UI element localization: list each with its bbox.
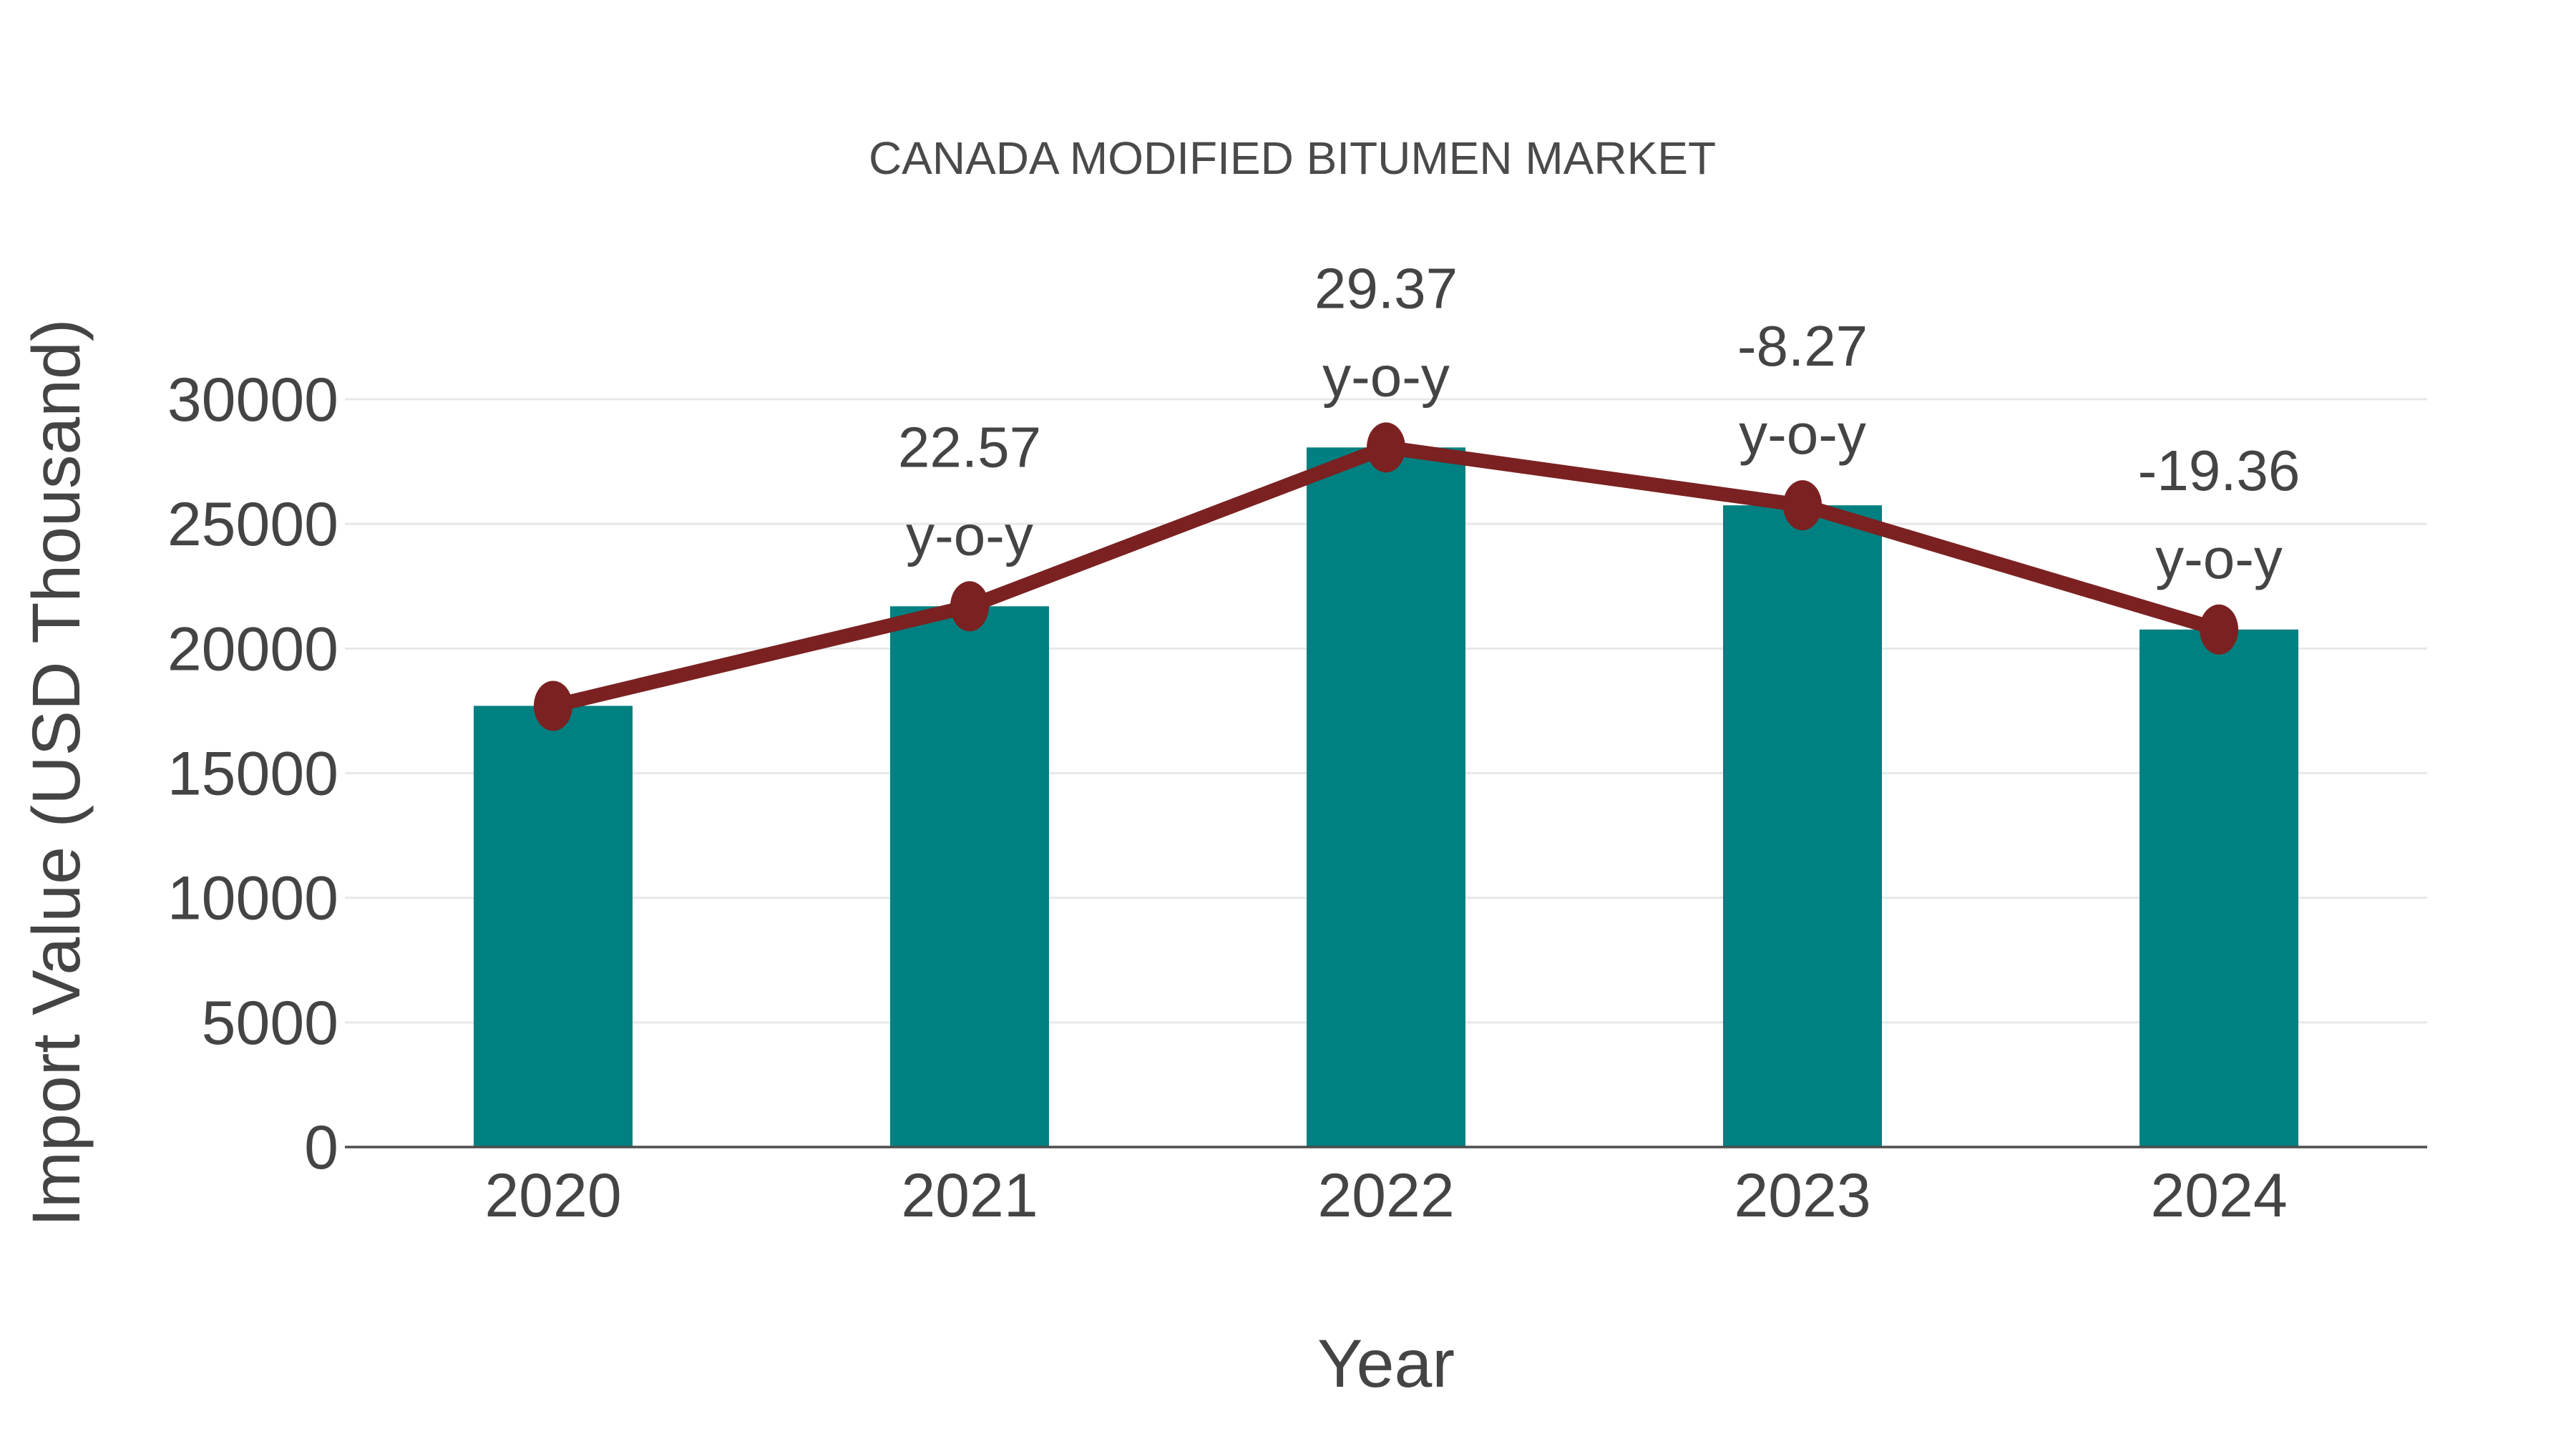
point-label-suffix: y-o-y [1322,344,1450,408]
point-label-value: -8.27 [1737,314,1868,378]
x-tick-label: 2023 [1734,1161,1870,1230]
bar [1723,505,1882,1147]
line-marker [534,680,572,731]
point-label-suffix: y-o-y [906,503,1033,567]
line-marker [2200,604,2238,655]
line-marker [1783,480,1822,531]
y-tick-label: 20000 [167,615,338,683]
y-axis-title: Import Value (USD Thousand) [19,318,94,1226]
point-label-value: 22.57 [898,415,1041,479]
point-labels: 22.57 y-o-y 29.37 y-o-y -8.27 y-o-y -19.36 y-o-… [898,256,2301,590]
y-tick-label: 25000 [167,490,338,559]
bar [1307,447,1465,1147]
x-tick-label: 2021 [901,1161,1038,1230]
bar [2140,629,2298,1147]
y-tick-label: 15000 [167,740,338,809]
x-axis-title: Year [1317,1326,1455,1402]
bar [890,606,1049,1147]
chart-title: CANADA MODIFIED BITUMEN MARKET [869,132,1716,184]
line-marker [950,581,989,632]
bar-series [474,447,2298,1147]
yoy-line-series [534,422,2238,731]
bar [474,706,633,1147]
y-tick-label: 5000 [202,989,338,1058]
point-label-value: -19.36 [2138,439,2301,502]
point-label-suffix: y-o-y [1739,402,1866,466]
x-tick-label: 2020 [484,1161,621,1230]
y-tick-label: 30000 [167,366,338,434]
point-label-suffix: y-o-y [2155,527,2283,590]
y-tick-label: 0 [304,1113,338,1182]
y-tick-label: 10000 [167,864,338,933]
x-tick-labels: 2020 2021 2022 2023 2024 [484,1161,2287,1230]
y-tick-labels: 0 5000 10000 15000 20000 25000 30000 [167,366,338,1182]
line-marker [1367,422,1405,473]
x-tick-label: 2024 [2150,1161,2287,1230]
point-label-value: 29.37 [1314,256,1458,320]
x-tick-label: 2022 [1317,1161,1454,1230]
